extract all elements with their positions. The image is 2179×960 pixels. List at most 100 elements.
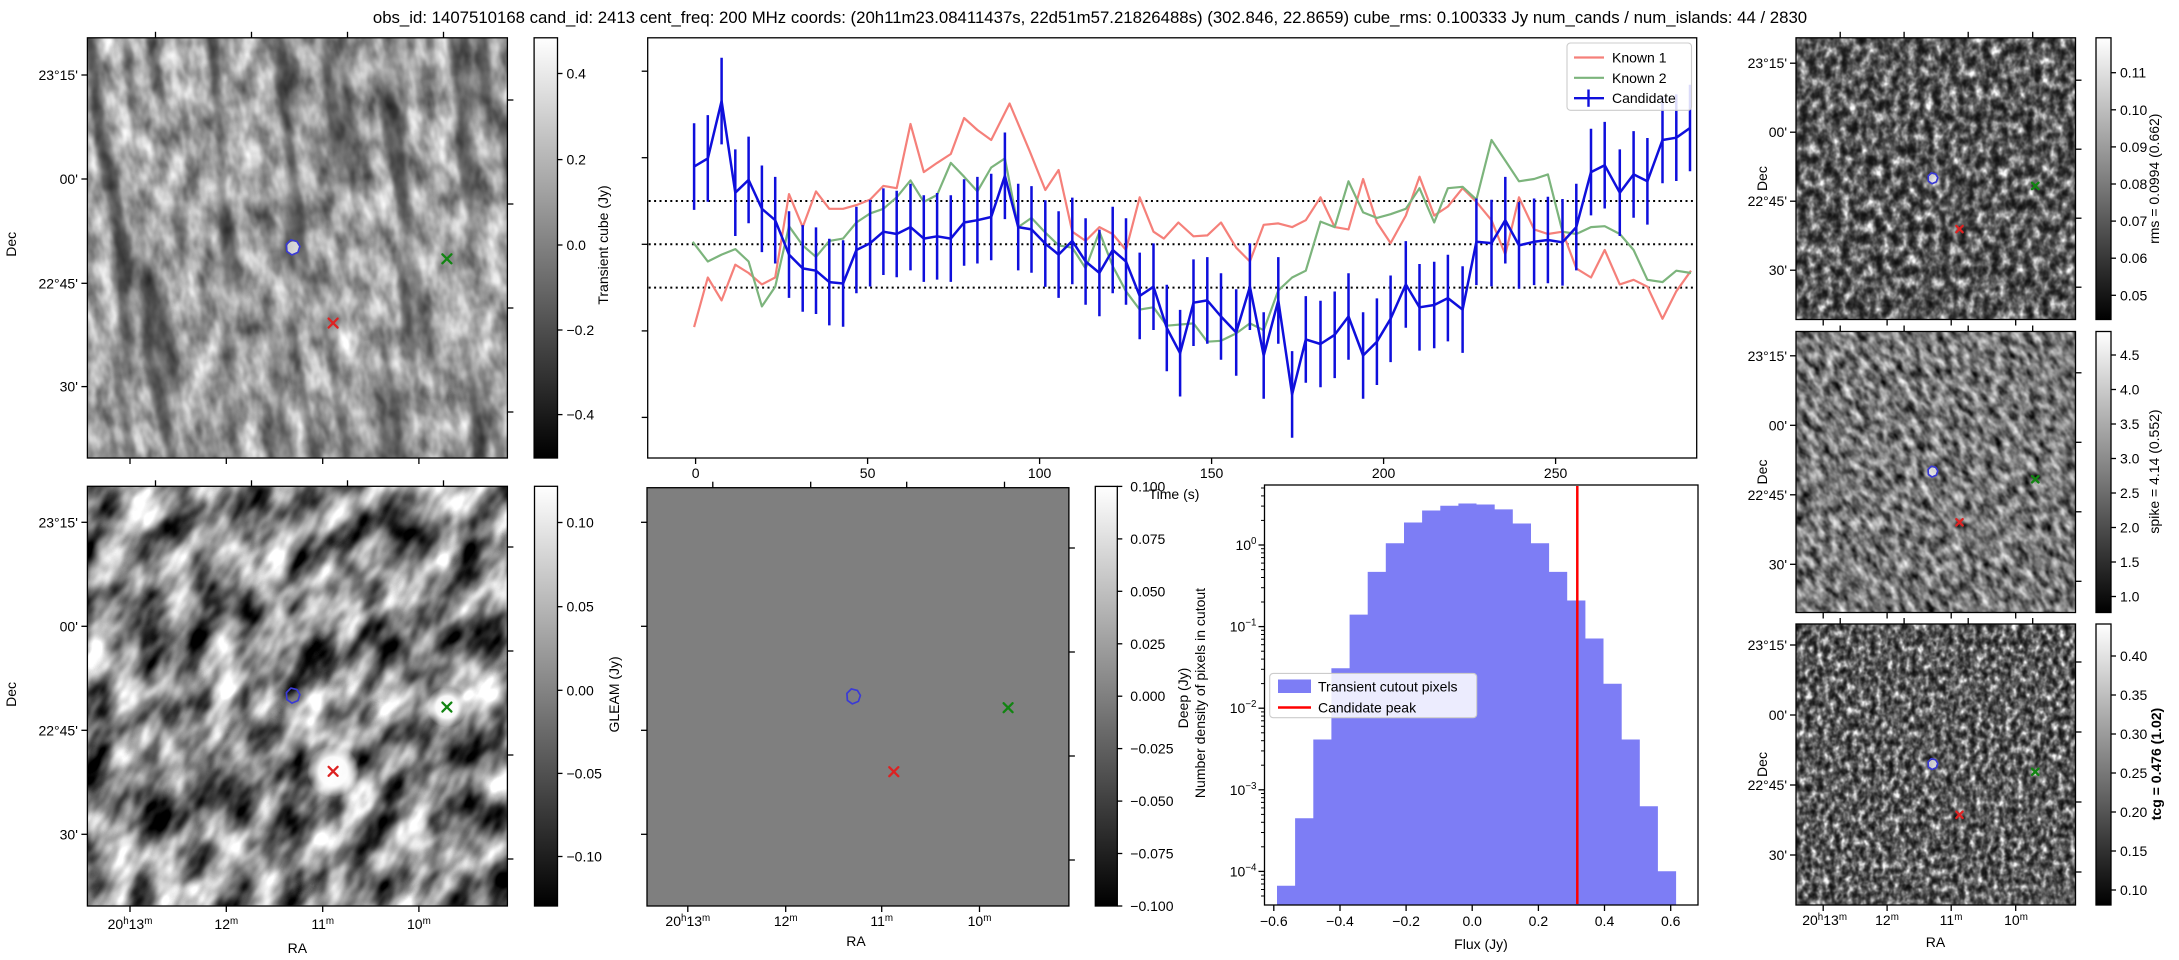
svg-text:0.05: 0.05	[567, 599, 594, 615]
svg-text:Transient cube (Jy): Transient cube (Jy)	[595, 185, 611, 304]
svg-text:150: 150	[1200, 465, 1224, 481]
svg-text:4.0: 4.0	[2120, 382, 2140, 398]
svg-text:RA: RA	[288, 940, 308, 956]
svg-text:Dec: Dec	[3, 232, 19, 257]
svg-text:Candidate: Candidate	[1612, 90, 1676, 106]
svg-text:−0.05: −0.05	[567, 765, 603, 781]
svg-text:Candidate peak: Candidate peak	[1318, 700, 1417, 716]
svg-text:0.100: 0.100	[1130, 478, 1165, 494]
svg-text:22°45': 22°45'	[38, 275, 77, 291]
svg-text:200: 200	[1372, 465, 1396, 481]
svg-text:Transient cutout pixels: Transient cutout pixels	[1318, 679, 1458, 695]
svg-text:0.050: 0.050	[1130, 583, 1165, 599]
svg-text:0.05: 0.05	[2120, 287, 2147, 303]
svg-text:3.0: 3.0	[2120, 451, 2140, 467]
svg-text:23°15': 23°15'	[1748, 637, 1787, 653]
svg-text:Dec: Dec	[1754, 460, 1770, 485]
svg-text:4.5: 4.5	[2120, 347, 2140, 363]
svg-text:0.00: 0.00	[567, 682, 594, 698]
svg-text:rms = 0.0994 (0.662): rms = 0.0994 (0.662)	[2146, 114, 2162, 244]
svg-text:00': 00'	[1769, 124, 1787, 140]
svg-text:30': 30'	[1769, 847, 1787, 863]
svg-text:0.06: 0.06	[2120, 250, 2147, 266]
svg-text:100: 100	[1028, 465, 1052, 481]
svg-text:RA: RA	[1926, 934, 1946, 950]
svg-text:−0.050: −0.050	[1130, 793, 1173, 809]
svg-text:0.0: 0.0	[567, 237, 587, 253]
svg-text:1.0: 1.0	[2120, 589, 2140, 605]
svg-text:0.08: 0.08	[2120, 176, 2147, 192]
svg-text:30': 30'	[60, 379, 78, 395]
svg-text:2.5: 2.5	[2120, 485, 2140, 501]
svg-text:−0.2: −0.2	[1392, 913, 1420, 929]
svg-text:00': 00'	[1769, 417, 1787, 433]
svg-text:0.40: 0.40	[2120, 648, 2147, 664]
svg-text:0.25: 0.25	[2120, 765, 2147, 781]
svg-text:−0.6: −0.6	[1260, 913, 1288, 929]
svg-text:0.000: 0.000	[1130, 688, 1165, 704]
svg-text:Flux (Jy): Flux (Jy)	[1454, 936, 1508, 952]
svg-text:−0.10: −0.10	[567, 849, 603, 865]
svg-text:0.20: 0.20	[2120, 804, 2147, 820]
svg-text:23°15': 23°15'	[38, 514, 77, 530]
svg-text:Dec: Dec	[3, 682, 19, 707]
svg-text:30': 30'	[60, 826, 78, 842]
svg-text:0.10: 0.10	[2120, 102, 2147, 118]
svg-text:0.11: 0.11	[2120, 65, 2146, 81]
svg-text:tcg = 0.476 (1.02): tcg = 0.476 (1.02)	[2148, 708, 2164, 820]
svg-text:0.025: 0.025	[1130, 636, 1165, 652]
svg-text:Known 2: Known 2	[1612, 70, 1667, 86]
svg-text:00': 00'	[1769, 707, 1787, 723]
svg-text:0.35: 0.35	[2120, 687, 2147, 703]
svg-text:Dec: Dec	[1754, 166, 1770, 191]
svg-text:−0.025: −0.025	[1130, 741, 1173, 757]
svg-text:0.07: 0.07	[2120, 213, 2147, 229]
svg-text:Deep (Jy): Deep (Jy)	[1175, 668, 1191, 729]
svg-text:0: 0	[692, 465, 700, 481]
svg-text:0.10: 0.10	[2120, 882, 2147, 898]
svg-text:50: 50	[860, 465, 876, 481]
svg-text:3.5: 3.5	[2120, 416, 2140, 432]
svg-text:obs_id: 1407510168 cand_id: 24: obs_id: 1407510168 cand_id: 2413 cent_fr…	[373, 8, 1807, 27]
svg-text:22°45': 22°45'	[1748, 777, 1787, 793]
svg-text:22°45': 22°45'	[1748, 193, 1787, 209]
svg-text:Known 1: Known 1	[1612, 50, 1667, 66]
svg-text:23°15': 23°15'	[38, 67, 77, 83]
svg-text:0.30: 0.30	[2120, 726, 2147, 742]
svg-text:0.4: 0.4	[567, 66, 587, 82]
svg-text:Dec: Dec	[1754, 752, 1770, 777]
svg-text:00': 00'	[60, 171, 78, 187]
svg-text:0.6: 0.6	[1661, 913, 1681, 929]
svg-text:23°15': 23°15'	[1748, 55, 1787, 71]
svg-text:0.09: 0.09	[2120, 139, 2147, 155]
svg-text:20h13m: 20h13m	[665, 913, 710, 929]
svg-text:0.0: 0.0	[1462, 913, 1482, 929]
svg-text:−0.4: −0.4	[1326, 913, 1354, 929]
svg-text:22°45': 22°45'	[1748, 487, 1787, 503]
svg-text:30': 30'	[1769, 262, 1787, 278]
svg-text:Time (s): Time (s)	[1149, 486, 1200, 502]
svg-text:20h13m: 20h13m	[1802, 912, 1847, 928]
svg-text:0.2: 0.2	[1529, 913, 1549, 929]
svg-text:0.15: 0.15	[2120, 843, 2147, 859]
svg-text:23°15': 23°15'	[1748, 348, 1787, 364]
svg-text:0.4: 0.4	[1595, 913, 1615, 929]
svg-text:0.2: 0.2	[567, 152, 587, 168]
svg-text:GLEAM (Jy): GLEAM (Jy)	[606, 656, 622, 732]
svg-text:−0.075: −0.075	[1130, 846, 1173, 862]
svg-text:−0.100: −0.100	[1130, 898, 1173, 914]
svg-text:250: 250	[1544, 465, 1568, 481]
svg-text:1.5: 1.5	[2120, 554, 2140, 570]
svg-text:RA: RA	[846, 933, 866, 949]
svg-text:Number density of pixels in cu: Number density of pixels in cutout	[1192, 588, 1208, 798]
svg-text:00': 00'	[60, 618, 78, 634]
svg-text:0.10: 0.10	[567, 515, 594, 531]
svg-text:22°45': 22°45'	[38, 722, 77, 738]
svg-text:30': 30'	[1769, 556, 1787, 572]
svg-text:0.075: 0.075	[1130, 531, 1165, 547]
svg-text:−0.4: −0.4	[567, 407, 595, 423]
svg-text:2.0: 2.0	[2120, 520, 2140, 536]
svg-text:spike = 4.14 (0.552): spike = 4.14 (0.552)	[2146, 409, 2162, 533]
svg-text:−0.2: −0.2	[567, 322, 595, 338]
svg-text:20h13m: 20h13m	[108, 916, 153, 932]
